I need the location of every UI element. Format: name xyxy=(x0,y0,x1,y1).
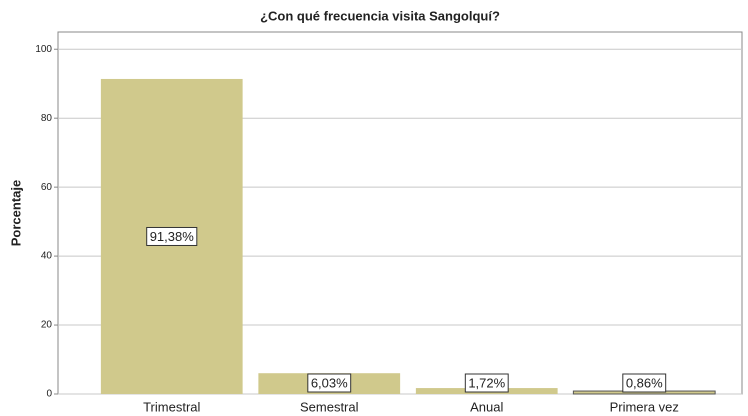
y-tick-label: 60 xyxy=(41,182,53,193)
x-tick-label: Anual xyxy=(470,399,503,414)
chart-title: ¿Con qué frecuencia visita Sangolquí? xyxy=(260,8,500,23)
value-label-box xyxy=(146,226,198,246)
y-tick-label: 100 xyxy=(35,44,52,55)
y-axis-label: Porcentaje xyxy=(8,180,23,246)
value-label-box xyxy=(464,373,509,393)
x-tick-label: Trimestral xyxy=(143,399,200,414)
x-tick-label: Primera vez xyxy=(610,399,679,414)
y-tick-label: 40 xyxy=(41,251,53,262)
y-tick-label: 0 xyxy=(46,389,52,400)
y-tick-label: 20 xyxy=(41,320,53,331)
x-tick-label: Semestral xyxy=(300,399,359,414)
value-label: 0,86% xyxy=(626,375,663,390)
value-label: 91,38% xyxy=(150,229,195,244)
value-label-box xyxy=(307,373,352,393)
y-tick-label: 80 xyxy=(41,113,53,124)
value-label-box xyxy=(622,373,667,393)
value-label: 6,03% xyxy=(311,375,348,390)
value-label: 1,72% xyxy=(468,375,505,390)
